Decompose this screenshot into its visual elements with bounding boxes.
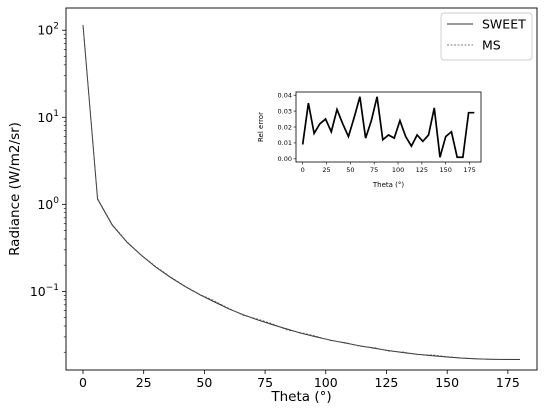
inset-x-tick-label: 25	[322, 166, 330, 174]
inset-y-tick-label: 0.04	[278, 91, 292, 99]
x-tick-label: 50	[196, 375, 212, 390]
inset-y-tick-label: 0.00	[278, 155, 292, 163]
inset-error-chart: 0 25 50 75 100 125 150 175 0.00 0.01 0.02 0.03 0.04 T…	[257, 91, 482, 189]
y-tick-base: 10	[30, 284, 46, 299]
x-tick-label: 0	[79, 375, 87, 390]
y-tick-base: 10	[37, 110, 53, 125]
inset-x-tick-label: 100	[392, 166, 404, 174]
main-plot-area	[82, 24, 521, 360]
x-tick-label: 25	[136, 375, 152, 390]
y-tick-exponent: 1	[53, 109, 59, 119]
inset-x-tick-label: 75	[370, 166, 378, 174]
y-tick-label: 101	[37, 109, 59, 125]
legend-box	[440, 12, 533, 61]
series-line-ms	[82, 25, 521, 360]
inset-x-axis-label: Theta (°)	[372, 181, 405, 189]
y-tick-exponent: −1	[46, 283, 59, 293]
inset-x-tick-label: 0	[301, 166, 305, 174]
inset-y-tick-label: 0.02	[278, 123, 292, 131]
inset-y-tick-label: 0.03	[278, 107, 292, 115]
x-tick-label: 150	[435, 375, 459, 390]
inset-x-tick-label: 50	[346, 166, 354, 174]
y-tick-exponent: 0	[53, 196, 59, 206]
inset-x-tick-label: 125	[416, 166, 428, 174]
legend: SWEET MS	[440, 12, 533, 61]
inset-y-axis-label: Rel error	[257, 112, 265, 142]
y-tick-label: 102	[37, 22, 59, 38]
x-tick-label: 100	[314, 375, 338, 390]
y-tick-base: 10	[37, 197, 53, 212]
y-tick-label: 100	[37, 196, 59, 212]
x-axis-label: Theta (°)	[270, 389, 331, 405]
legend-label-sweet: SWEET	[482, 17, 526, 32]
inset-background	[296, 92, 481, 162]
inset-error-line	[301, 96, 475, 159]
y-tick-exponent: 2	[53, 22, 59, 32]
y-tick-base: 10	[37, 23, 53, 38]
series-line-sweet	[82, 24, 521, 360]
inset-x-tick-label: 150	[440, 166, 452, 174]
inset-x-tick-label: 175	[463, 166, 475, 174]
y-tick-label: 10−1	[30, 283, 59, 299]
main-plot-frame	[65, 7, 538, 371]
inset-y-tick-label: 0.01	[278, 139, 292, 147]
legend-label-ms: MS	[482, 38, 501, 53]
x-tick-label: 125	[375, 375, 399, 390]
y-axis-label: Radiance (W/m2/sr)	[7, 122, 23, 256]
x-tick-label: 175	[496, 375, 520, 390]
x-tick-label: 75	[257, 375, 273, 390]
